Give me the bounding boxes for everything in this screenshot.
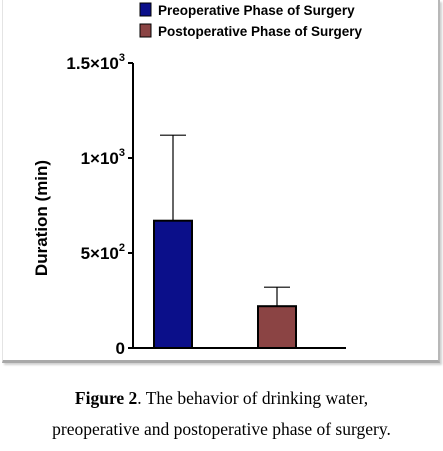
legend-swatch — [139, 2, 152, 17]
bars — [153, 134, 297, 350]
figure-caption: Figure 2. The behavior of drinking water… — [0, 383, 443, 445]
caption-line1: . The behavior of drinking water, — [137, 388, 369, 408]
legend: Preoperative Phase of Surgery Postoperati… — [139, 2, 363, 39]
bar-chart: Preoperative Phase of Surgery Postoperati… — [32, 2, 363, 358]
legend-label: Preoperative Phase of Surgery — [158, 3, 355, 18]
caption-line2: preoperative and postoperative phase of … — [52, 419, 391, 439]
y-tick-label: 1×103 — [81, 147, 125, 168]
y-tick-label: 1.5×103 — [66, 52, 125, 73]
legend-label: Postoperative Phase of Surgery — [158, 24, 363, 39]
bar — [153, 219, 193, 349]
y-tick-label: 0 — [116, 339, 125, 358]
y-tick-label: 5×102 — [81, 242, 125, 263]
axes: 0 5×102 1×103 1.5×103 — [66, 52, 346, 358]
figure-frame — [2, 0, 440, 363]
figure-number: Figure 2 — [74, 388, 138, 408]
legend-swatch — [139, 23, 152, 38]
bar — [257, 305, 297, 350]
y-axis-title: Duration (min) — [32, 160, 51, 276]
